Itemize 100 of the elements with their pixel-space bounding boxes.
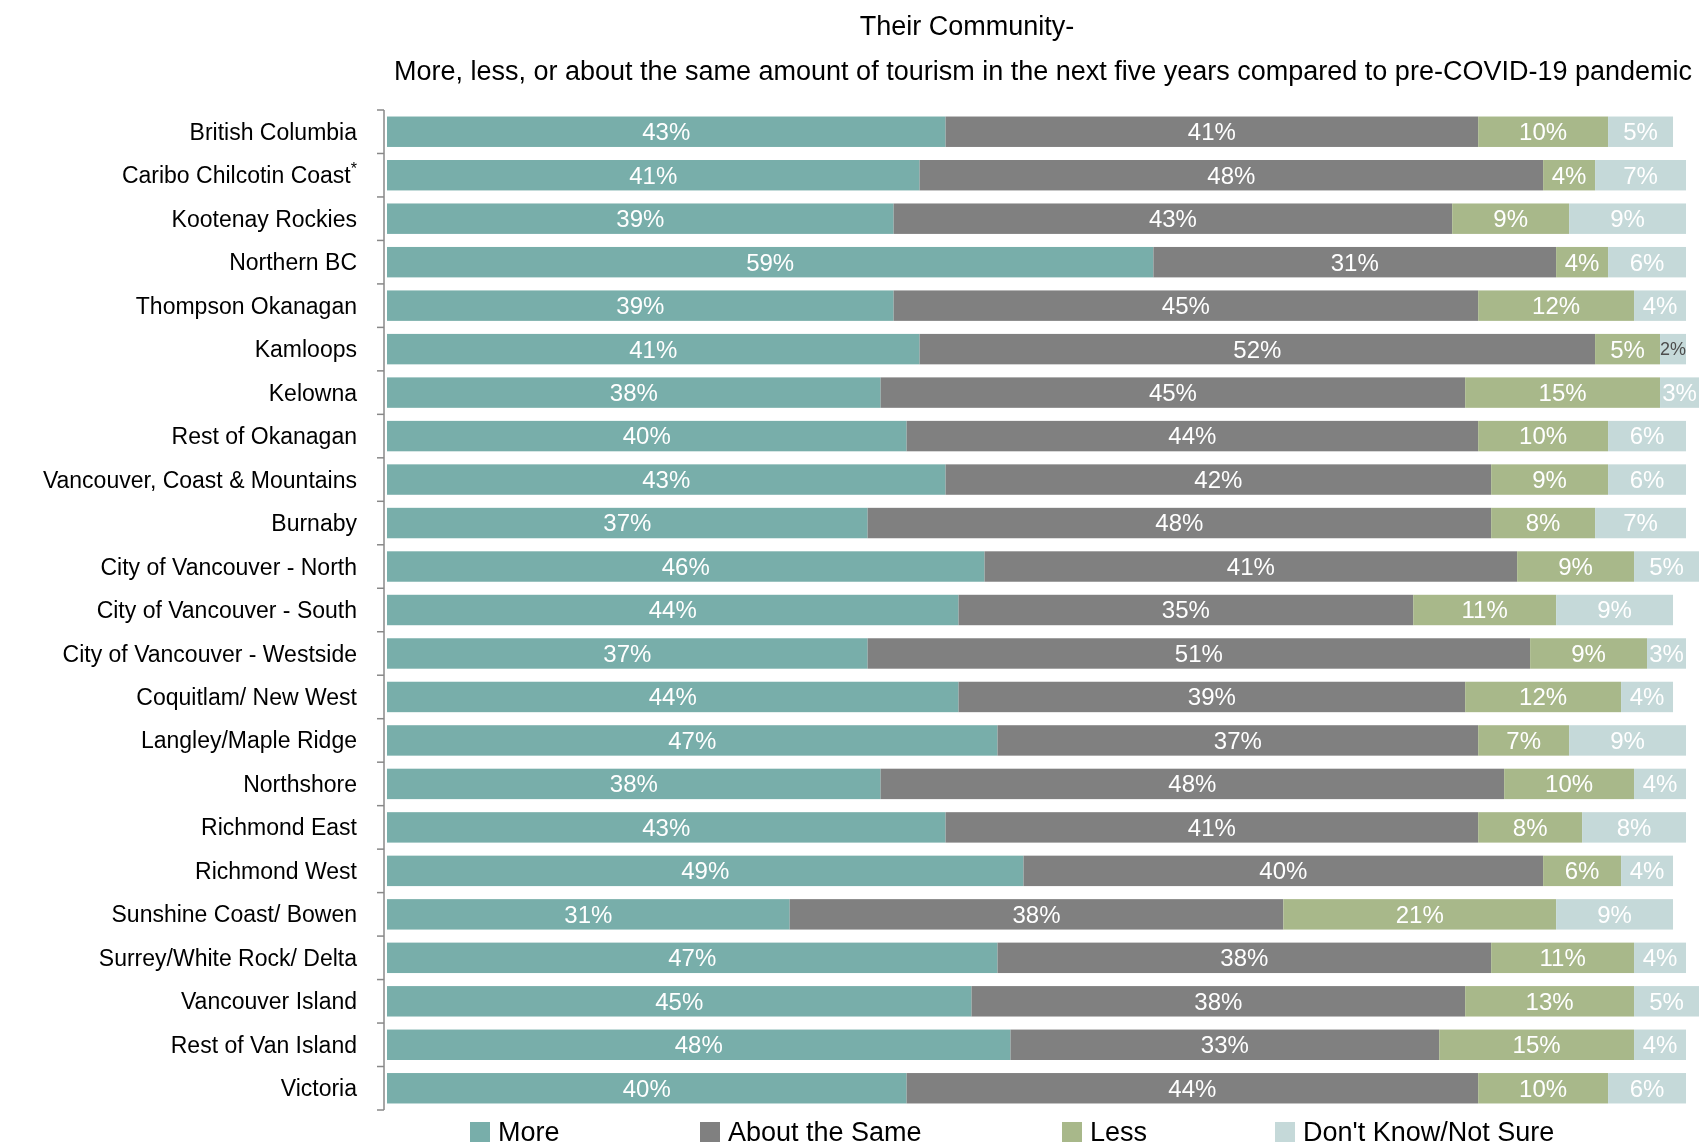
bar bbox=[1478, 290, 1635, 321]
data-label: 9% bbox=[1571, 639, 1606, 667]
chart-subtitle: More, less, or about the same amount of tourism in the next five years compared to pre-COVID-19 pandemic bbox=[393, 56, 1692, 86]
data-label: 48% bbox=[1168, 770, 1217, 798]
y-tick-label: Northshore bbox=[243, 770, 357, 797]
bar bbox=[1023, 855, 1544, 887]
data-label: 41% bbox=[629, 335, 678, 363]
data-label: 44% bbox=[1168, 1074, 1217, 1102]
bar bbox=[387, 1073, 907, 1104]
data-label: 9% bbox=[1558, 552, 1593, 580]
data-label: 6% bbox=[1564, 857, 1600, 885]
legend-label: About the Same bbox=[728, 1117, 922, 1145]
data-label: 37% bbox=[603, 509, 652, 537]
data-label: 38% bbox=[1012, 900, 1061, 928]
bar bbox=[1465, 681, 1622, 713]
bar bbox=[387, 551, 985, 582]
data-label: 31% bbox=[1330, 248, 1379, 276]
data-label: 15% bbox=[1512, 1031, 1561, 1059]
data-label: 6% bbox=[1629, 248, 1665, 276]
y-tick-label: Richmond East bbox=[201, 814, 358, 841]
data-label: 9% bbox=[1597, 596, 1632, 624]
bar bbox=[387, 464, 946, 495]
y-tick-label: Surrey/White Rock/ Delta bbox=[98, 944, 358, 971]
bar bbox=[1491, 942, 1635, 974]
bar bbox=[919, 160, 1544, 191]
data-label: 15% bbox=[1538, 379, 1587, 407]
bar bbox=[906, 420, 1479, 452]
data-label: 37% bbox=[603, 639, 652, 667]
bar bbox=[387, 768, 881, 800]
data-label: 48% bbox=[1207, 161, 1256, 189]
bar bbox=[1517, 551, 1635, 582]
data-label: 3% bbox=[1649, 639, 1684, 667]
data-label: 10% bbox=[1519, 1074, 1568, 1102]
bar bbox=[971, 986, 1466, 1017]
data-label: 12% bbox=[1519, 683, 1568, 711]
bar bbox=[1556, 594, 1674, 626]
bar bbox=[867, 638, 1531, 669]
data-label: 38% bbox=[1220, 944, 1269, 972]
data-label: 41% bbox=[629, 161, 678, 189]
data-label: 45% bbox=[1148, 379, 1197, 407]
bar bbox=[984, 551, 1518, 582]
bar bbox=[387, 594, 959, 626]
bar bbox=[919, 333, 1596, 365]
data-label: 40% bbox=[622, 422, 671, 450]
data-label: 9% bbox=[1493, 205, 1528, 233]
bar bbox=[945, 116, 1479, 147]
data-label: 4% bbox=[1551, 161, 1587, 189]
data-label: 40% bbox=[1259, 857, 1308, 885]
bar bbox=[789, 899, 1284, 930]
data-label: 43% bbox=[642, 118, 691, 146]
y-tick-label: Thompson Okanagan bbox=[135, 292, 357, 319]
bar bbox=[1413, 594, 1557, 626]
data-label: 6% bbox=[1629, 422, 1665, 450]
bar bbox=[387, 160, 920, 191]
data-label: 44% bbox=[648, 596, 697, 624]
y-tick-label: Sunshine Coast/ Bowen bbox=[111, 901, 357, 928]
bar bbox=[893, 290, 1479, 321]
legend-label: Less bbox=[1090, 1117, 1148, 1145]
bar bbox=[387, 116, 946, 147]
data-label: 5% bbox=[1610, 335, 1645, 363]
data-label: 41% bbox=[1187, 813, 1236, 841]
data-label: 3% bbox=[1662, 379, 1697, 407]
bar bbox=[893, 203, 1453, 234]
data-label: 44% bbox=[1168, 422, 1217, 450]
data-label: 44% bbox=[648, 683, 697, 711]
y-tick-label: Northern BC bbox=[229, 249, 357, 276]
data-label: 37% bbox=[1213, 726, 1262, 754]
bar bbox=[1452, 203, 1570, 234]
bar bbox=[387, 290, 894, 321]
y-tick-label: Kamloops bbox=[254, 336, 357, 363]
data-label: 8% bbox=[1616, 813, 1652, 841]
y-tick-label: Vancouver, Coast & Mountains bbox=[42, 466, 357, 493]
bar bbox=[1569, 725, 1687, 756]
bar bbox=[387, 812, 946, 843]
bar bbox=[945, 812, 1479, 843]
data-label: 31% bbox=[564, 900, 613, 928]
data-label: 9% bbox=[1610, 726, 1645, 754]
y-tick-label: Vancouver Island bbox=[180, 988, 357, 1015]
y-tick-label: Rest of Van Island bbox=[170, 1031, 357, 1058]
y-tick-label: Coquitlam/ New West bbox=[136, 684, 358, 711]
data-label: 2% bbox=[1660, 339, 1687, 360]
data-label: 48% bbox=[674, 1031, 723, 1059]
data-label: 45% bbox=[1161, 292, 1210, 320]
bar bbox=[1439, 1029, 1635, 1060]
bar bbox=[1530, 638, 1648, 669]
data-label: 39% bbox=[616, 292, 665, 320]
bar bbox=[1478, 725, 1570, 756]
data-label: 5% bbox=[1623, 118, 1658, 146]
data-label: 51% bbox=[1174, 639, 1223, 667]
bar bbox=[997, 942, 1492, 974]
y-tick-label: Richmond West bbox=[195, 857, 358, 884]
data-label: 40% bbox=[622, 1074, 671, 1102]
y-tick-label: Kelowna bbox=[268, 379, 358, 406]
bar bbox=[387, 638, 868, 669]
bar bbox=[867, 507, 1492, 539]
data-label: 39% bbox=[616, 205, 665, 233]
data-label: 4% bbox=[1629, 857, 1665, 885]
data-label: 41% bbox=[1226, 552, 1275, 580]
y-tick-label: City of Vancouver - South bbox=[96, 597, 357, 624]
data-label: 8% bbox=[1525, 509, 1561, 537]
